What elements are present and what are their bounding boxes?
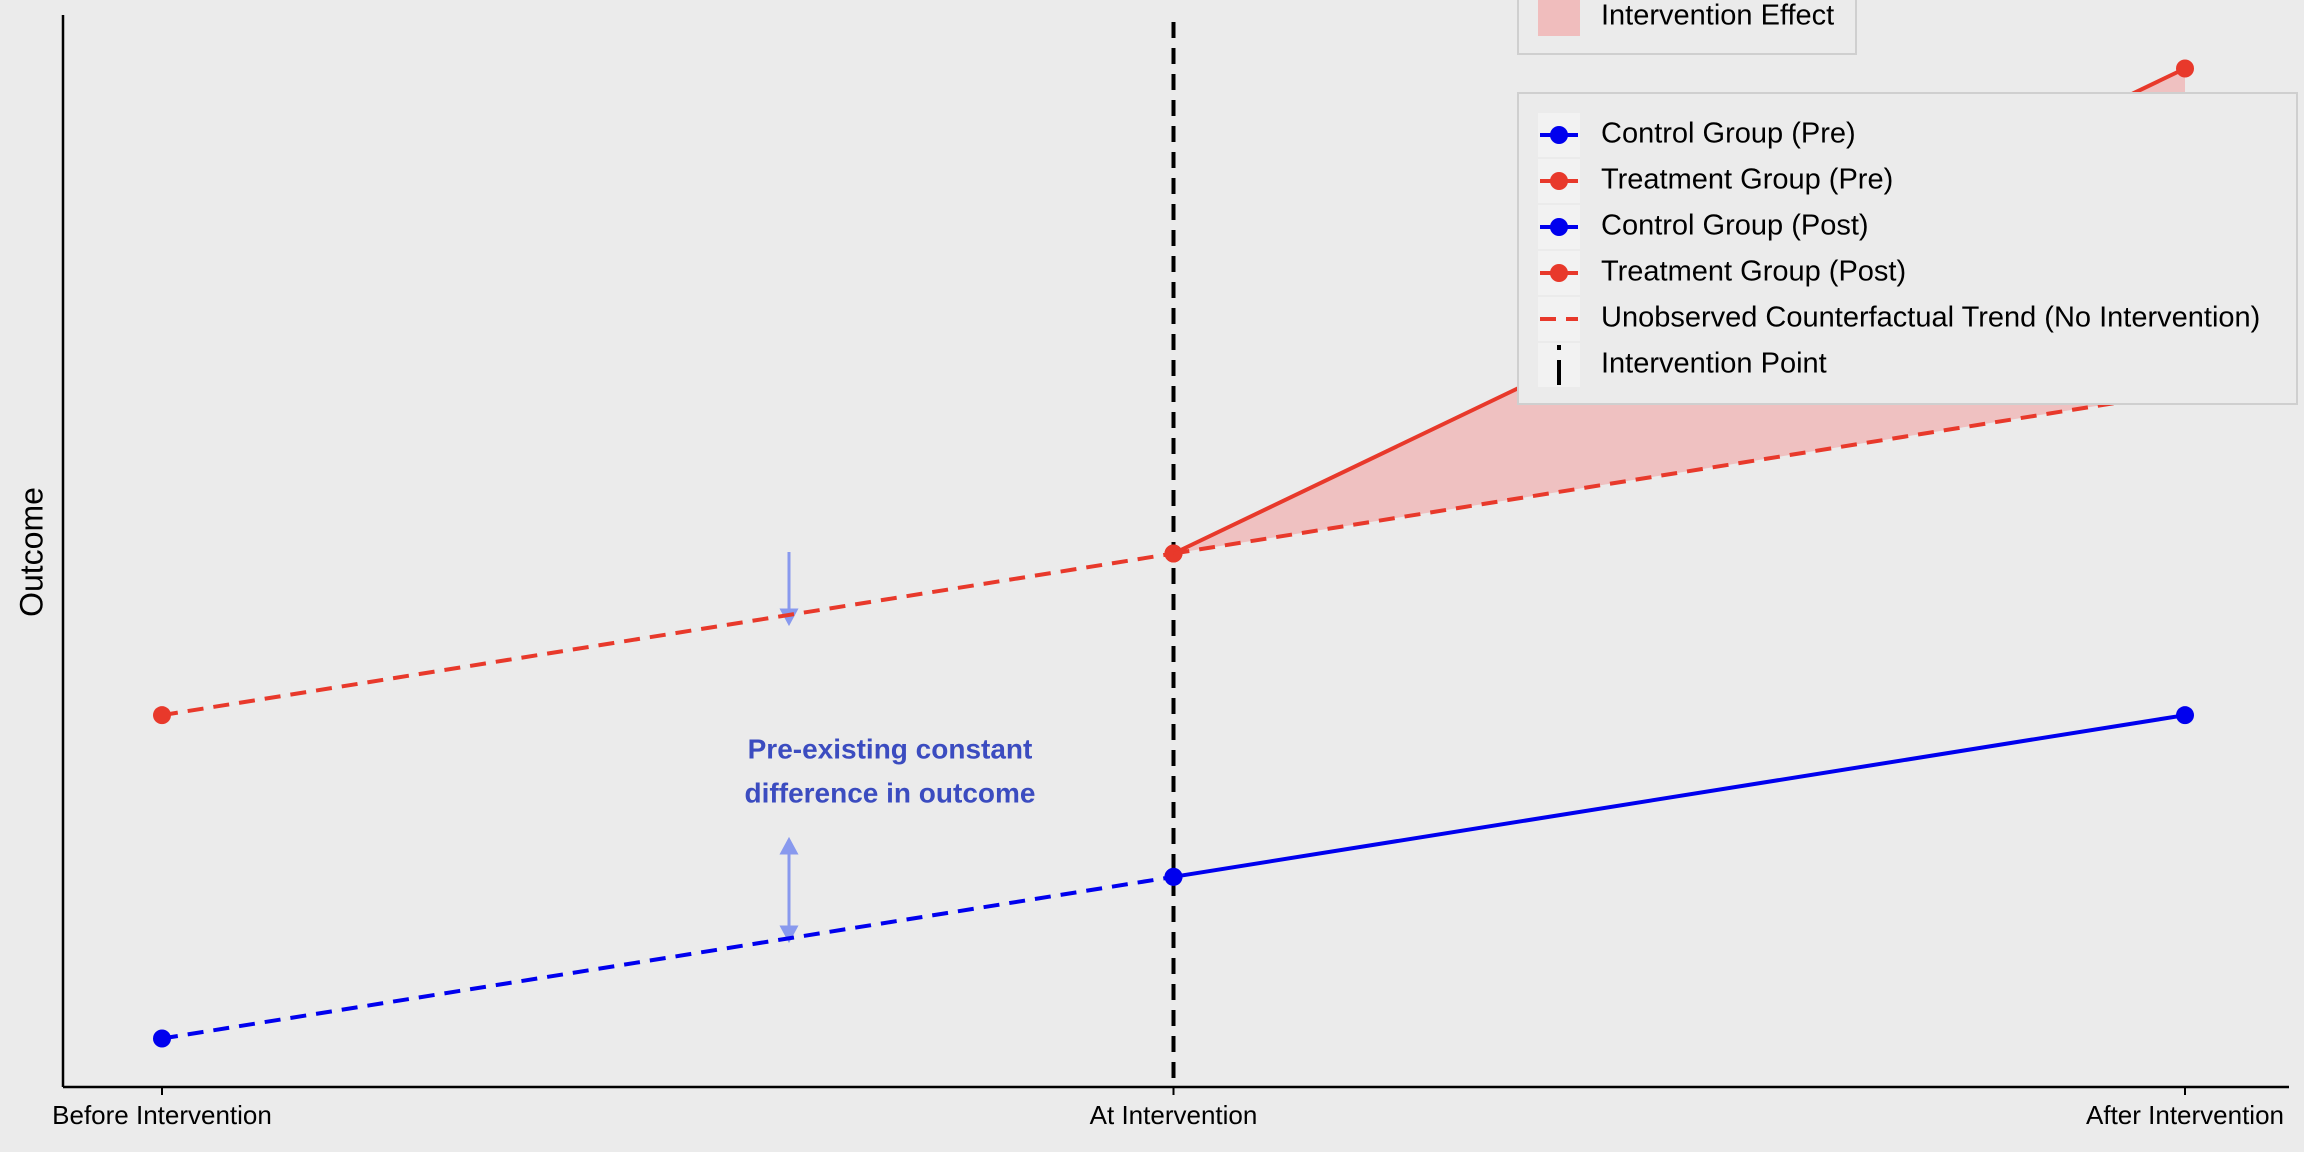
legend-label: Intervention Effect	[1601, 0, 1834, 32]
point	[2176, 706, 2194, 725]
legend-box	[1517, 92, 2298, 405]
annotation-arrows	[779, 552, 799, 944]
series-line	[1173, 389, 2186, 556]
x-tick-label: Before Intervention	[52, 1100, 272, 1130]
annotation: Pre-existing constant	[748, 733, 1033, 764]
legend-label: Treatment Group (Post)	[1601, 256, 1906, 288]
series-line	[1173, 713, 2186, 879]
legend-label: Control Group (Pre)	[1601, 118, 1856, 150]
legend-key-point	[1550, 172, 1568, 190]
y-axis-label: Outcome	[13, 487, 49, 617]
arrow-head	[779, 925, 799, 944]
series-line	[161, 874, 1174, 1041]
point	[153, 706, 171, 725]
legend-key	[1538, 0, 1580, 36]
series-line	[161, 551, 1174, 718]
legend-key-point	[1550, 264, 1568, 282]
legend-key-point	[1550, 218, 1568, 236]
annotation: difference in outcome	[745, 777, 1036, 808]
arrow-head	[779, 836, 799, 855]
point	[1164, 867, 1183, 886]
point	[2176, 59, 2194, 78]
legend-label: Unobserved Counterfactual Trend (No Inte…	[1601, 302, 2260, 334]
legend-key-point	[1550, 126, 1568, 144]
legend-label: Treatment Group (Pre)	[1601, 164, 1893, 196]
legend-label: Intervention Point	[1601, 348, 1827, 380]
point	[153, 1029, 171, 1048]
x-tick-label: After Intervention	[2086, 1100, 2284, 1130]
x-tick-label: At Intervention	[1090, 1100, 1258, 1130]
legend-label: Control Group (Post)	[1601, 210, 1869, 242]
